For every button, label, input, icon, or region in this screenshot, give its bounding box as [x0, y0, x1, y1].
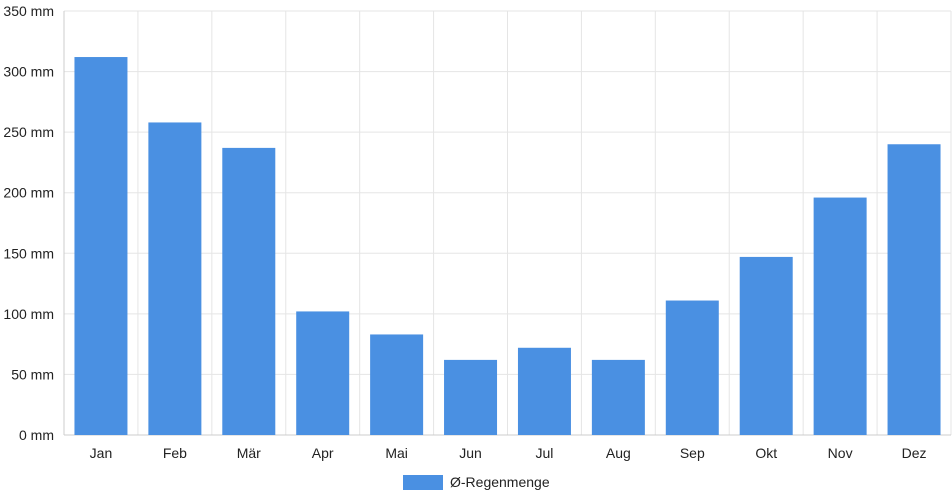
x-tick-label: Dez — [902, 445, 927, 461]
legend-label[interactable]: Ø-Regenmenge — [450, 474, 550, 490]
bar-jul[interactable] — [517, 347, 571, 435]
y-tick-label: 300 mm — [3, 64, 54, 80]
x-tick-label: Aug — [606, 445, 631, 461]
y-tick-label: 350 mm — [3, 3, 54, 19]
x-tick-label: Nov — [828, 445, 853, 461]
x-tick-label: Mai — [385, 445, 408, 461]
legend[interactable]: Ø-Regenmenge — [403, 474, 550, 490]
bar-mai[interactable] — [370, 334, 424, 435]
legend-swatch[interactable] — [403, 475, 443, 490]
bar-aug[interactable] — [591, 359, 645, 435]
x-tick-label: Apr — [312, 445, 334, 461]
x-tick-label: Jan — [90, 445, 113, 461]
x-tick-label: Sep — [680, 445, 705, 461]
bar-nov[interactable] — [813, 197, 867, 435]
y-tick-label: 200 mm — [3, 185, 54, 201]
y-tick-label: 150 mm — [3, 245, 54, 261]
bars — [74, 57, 941, 436]
bar-dez[interactable] — [887, 144, 941, 435]
bar-okt[interactable] — [739, 256, 793, 435]
bar-mär[interactable] — [222, 147, 276, 436]
x-tick-label: Okt — [755, 445, 777, 461]
y-tick-label: 50 mm — [11, 366, 54, 382]
y-tick-label: 100 mm — [3, 306, 54, 322]
x-tick-label: Feb — [163, 445, 187, 461]
bar-sep[interactable] — [665, 300, 719, 435]
bar-jan[interactable] — [74, 57, 128, 435]
bar-apr[interactable] — [296, 311, 350, 435]
x-tick-label: Jun — [459, 445, 482, 461]
x-tick-label: Jul — [536, 445, 554, 461]
bar-feb[interactable] — [148, 122, 202, 436]
y-axis: 0 mm 50 mm 100 mm 150 mm 200 mm 250 mm 300 mm 3… — [3, 3, 54, 443]
y-tick-label: 250 mm — [3, 124, 54, 140]
x-axis: Jan Feb Mär Apr Mai Jun Jul Aug Sep Okt Nov Dez — [90, 445, 927, 461]
x-tick-label: Mär — [237, 445, 261, 461]
grid — [63, 10, 952, 436]
y-tick-label: 0 mm — [19, 427, 54, 443]
bar-jun[interactable] — [444, 359, 498, 435]
